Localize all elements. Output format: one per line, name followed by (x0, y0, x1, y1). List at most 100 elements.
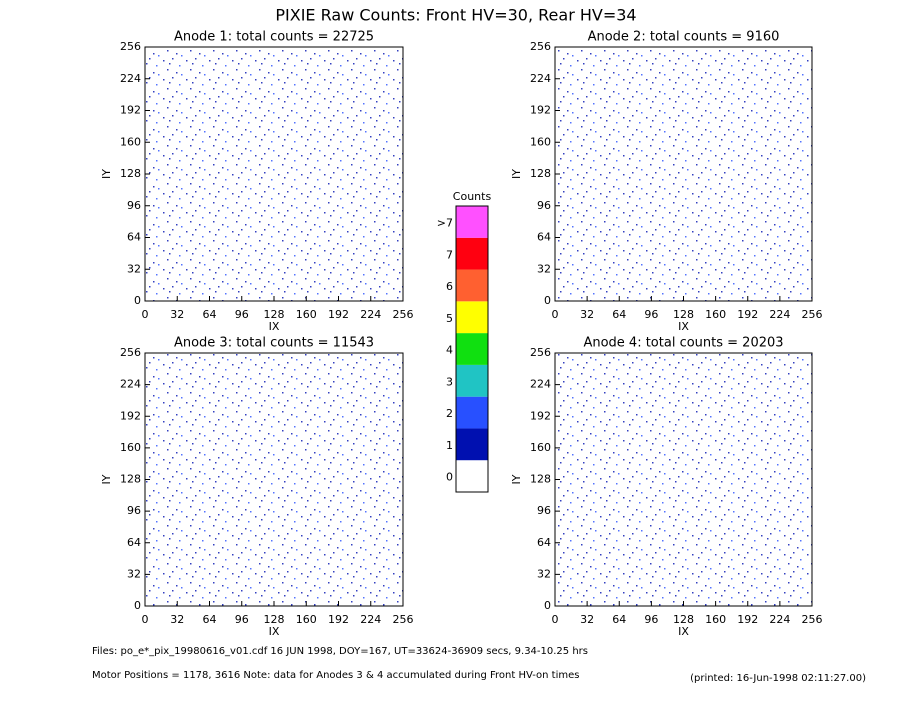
x-tick-label: 128 (264, 613, 285, 626)
y-tick-label: 224 (120, 72, 141, 85)
y-tick-label: 64 (537, 536, 551, 549)
colorbar-swatch (456, 333, 488, 365)
y-axis-label: IY (510, 169, 523, 179)
panel-title: Anode 1: total counts = 22725 (174, 30, 374, 45)
y-tick-label: 96 (537, 504, 551, 517)
x-tick-label: 96 (644, 613, 658, 626)
y-tick-label: 64 (127, 536, 141, 549)
y-tick-label: 160 (530, 441, 551, 454)
count-image (145, 47, 403, 301)
x-tick-label: 128 (673, 613, 694, 626)
y-tick-label: 224 (530, 378, 551, 391)
y-tick-label: 224 (530, 72, 551, 85)
y-tick-label: 96 (127, 504, 141, 517)
x-tick-label: 96 (235, 308, 249, 321)
y-tick-label: 128 (530, 473, 551, 486)
x-tick-label: 256 (802, 308, 823, 321)
x-tick-label: 0 (552, 613, 559, 626)
y-axis-label: IY (100, 169, 113, 179)
y-tick-label: 192 (530, 409, 551, 422)
y-tick-label: 0 (134, 599, 141, 612)
y-tick-label: 160 (530, 135, 551, 148)
x-tick-label: 128 (264, 308, 285, 321)
y-tick-label: 128 (120, 473, 141, 486)
colorbar-label: >7 (437, 216, 453, 229)
colorbar-swatch (456, 396, 488, 429)
colorbar-title: Counts (453, 190, 492, 203)
x-tick-label: 192 (328, 613, 349, 626)
count-image (555, 353, 812, 606)
y-tick-label: 32 (537, 262, 551, 275)
x-tick-label: 64 (612, 308, 626, 321)
x-tick-label: 64 (203, 308, 217, 321)
y-tick-label: 256 (120, 40, 141, 53)
footer-printed: (printed: 16-Jun-1998 02:11:27.00) (690, 673, 866, 684)
y-axis-label: IY (510, 474, 523, 484)
page-title: PIXIE Raw Counts: Front HV=30, Rear HV=3… (275, 6, 636, 25)
y-tick-label: 256 (120, 346, 141, 359)
colorbar-label: 0 (446, 471, 453, 484)
x-tick-label: 32 (580, 308, 594, 321)
footer-motor: Motor Positions = 1178, 3616 Note: data … (92, 670, 579, 681)
y-tick-label: 128 (530, 167, 551, 180)
colorbar-label: 3 (446, 375, 453, 388)
colorbar-swatch (456, 269, 488, 302)
y-tick-label: 32 (537, 567, 551, 580)
colorbar-swatch (456, 206, 488, 238)
y-axis-label: IY (100, 474, 113, 484)
panel-title: Anode 4: total counts = 20203 (583, 336, 783, 351)
x-tick-label: 96 (644, 308, 658, 321)
x-axis-label: IX (678, 320, 689, 333)
x-tick-label: 0 (552, 308, 559, 321)
x-axis-label: IX (269, 625, 280, 638)
x-tick-label: 224 (360, 308, 381, 321)
y-tick-label: 256 (530, 40, 551, 53)
colorbar-label: 7 (446, 248, 453, 261)
x-tick-label: 224 (769, 308, 790, 321)
y-tick-label: 0 (134, 294, 141, 307)
y-tick-label: 160 (120, 135, 141, 148)
colorbar-swatch (456, 364, 488, 397)
colorbar-label: 2 (446, 407, 453, 420)
x-tick-label: 32 (170, 308, 184, 321)
colorbar-frame (455, 205, 489, 493)
x-tick-label: 64 (203, 613, 217, 626)
count-image (555, 47, 812, 301)
x-tick-label: 160 (296, 613, 317, 626)
x-tick-label: 192 (737, 308, 758, 321)
y-tick-label: 96 (537, 199, 551, 212)
x-tick-label: 224 (360, 613, 381, 626)
colorbar-label: 6 (446, 280, 453, 293)
y-tick-label: 256 (530, 346, 551, 359)
x-tick-label: 224 (769, 613, 790, 626)
colorbar-swatch (456, 460, 488, 492)
x-tick-label: 256 (393, 308, 414, 321)
x-tick-label: 160 (705, 308, 726, 321)
x-tick-label: 96 (235, 613, 249, 626)
y-tick-label: 32 (127, 262, 141, 275)
x-tick-label: 0 (142, 308, 149, 321)
x-tick-label: 256 (393, 613, 414, 626)
y-tick-label: 0 (544, 294, 551, 307)
count-image (145, 353, 403, 606)
x-tick-label: 192 (328, 308, 349, 321)
colorbar-swatch (456, 237, 488, 270)
panel-title: Anode 2: total counts = 9160 (588, 30, 780, 45)
x-axis-label: IX (269, 320, 280, 333)
colorbar-swatch (456, 301, 488, 334)
colorbar-label: 5 (446, 312, 453, 325)
y-tick-label: 64 (127, 231, 141, 244)
x-tick-label: 32 (580, 613, 594, 626)
x-tick-label: 32 (170, 613, 184, 626)
x-tick-label: 128 (673, 308, 694, 321)
x-tick-label: 192 (737, 613, 758, 626)
colorbar-swatch (456, 428, 488, 461)
x-tick-label: 160 (296, 308, 317, 321)
y-tick-label: 192 (120, 409, 141, 422)
y-tick-label: 128 (120, 167, 141, 180)
x-tick-label: 256 (802, 613, 823, 626)
colorbar-label: 4 (446, 344, 453, 357)
y-tick-label: 192 (120, 104, 141, 117)
x-axis-label: IX (678, 625, 689, 638)
